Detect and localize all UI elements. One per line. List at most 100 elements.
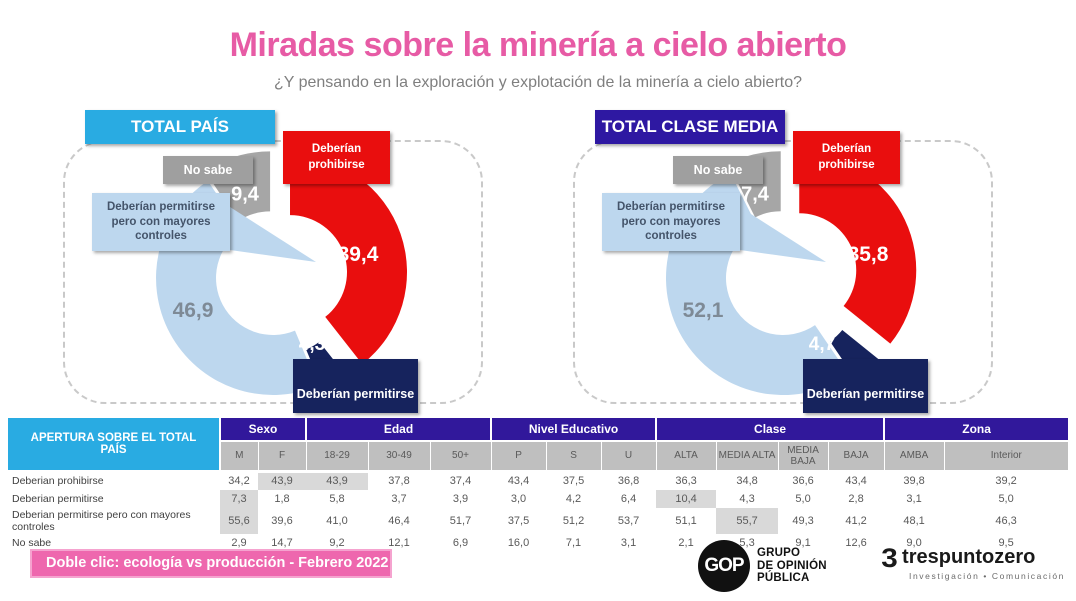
table-cell: 9,2 [329, 536, 345, 549]
table-cell: 34,2 [228, 475, 250, 488]
table-cell: 41,2 [845, 514, 867, 527]
dashed-frame [573, 140, 993, 404]
table-cell: 2,1 [678, 536, 694, 549]
value-controles: 52,1 [682, 299, 724, 322]
label-deberian-permitirse: Deberían permitirse [293, 359, 418, 413]
row-label: No sabe [12, 536, 52, 549]
table-cell: 5,8 [329, 492, 345, 505]
table-cell: 14,7 [271, 536, 293, 549]
table-cell: 43,9 [258, 471, 306, 490]
table-cell: 12,6 [845, 536, 867, 549]
table-cell: 10,4 [656, 489, 717, 508]
column-header-30-49: 30-49 [367, 440, 430, 472]
table-cell: 46,3 [995, 514, 1017, 527]
table-cell: 51,1 [675, 514, 697, 527]
trespuntozero-logo: 3 trespuntozero Investigación • Comunica… [881, 543, 1065, 581]
column-header-baja: BAJA [827, 440, 885, 472]
value-prohibirse: 35,8 [847, 243, 889, 266]
gop-logo: GOP GRUPO DE OPINIÓN PÚBLICA [698, 540, 827, 592]
row-label: Deberian permitirse pero con mayores con… [12, 508, 191, 533]
table-row: Deberian permitirse pero con mayores con… [8, 507, 1068, 534]
column-header-p: P [490, 440, 547, 472]
table-cell: 3,1 [906, 492, 922, 505]
table-cell: 5,0 [998, 492, 1014, 505]
table-cell: 39,6 [271, 514, 293, 527]
value-permitirse: 4,3 [298, 334, 326, 355]
column-header-50+: 50+ [429, 440, 492, 472]
footer-banner: Doble clic: ecología vs producción - Feb… [30, 549, 392, 578]
gop-line-2: DE OPINIÓN [757, 559, 827, 572]
dashed-frame [63, 140, 483, 404]
table-cell: 12,1 [388, 536, 410, 549]
table-cell: 36,3 [675, 475, 697, 488]
table-cell: 36,6 [792, 475, 814, 488]
table-cell: 53,7 [617, 514, 640, 527]
page-title: Miradas sobre la minería a cielo abierto [229, 26, 847, 64]
crosstab-table-wrap: APERTURA SOBRE EL TOTAL PAÍS Sexo Edad Nive… [8, 418, 1069, 552]
table-cell: 43,4 [507, 475, 530, 488]
table-cell: 3,0 [510, 492, 527, 505]
table-cell: 48,1 [903, 514, 925, 527]
table-cell: 41,0 [326, 514, 348, 527]
table-cell: 1,8 [274, 492, 290, 505]
table-cell: 43,9 [306, 471, 368, 490]
column-header-alta: ALTA [655, 440, 717, 472]
trespuntozero-name: trespuntozero [902, 546, 1036, 568]
table-cell: 5,3 [739, 536, 755, 549]
table-cell: 7,1 [565, 536, 582, 549]
chart-panel-total-clase-media: Deberían permitirse pero con mayores con… [573, 110, 993, 415]
table-cell: 9,5 [998, 536, 1014, 549]
table-cell: 55,6 [220, 507, 258, 534]
table-cell: 4,2 [565, 492, 582, 505]
gop-logo-text: GRUPO DE OPINIÓN PÚBLICA [757, 547, 827, 585]
page-subtitle: ¿Y pensando en la exploración y explotac… [273, 74, 803, 91]
table-cell: 39,2 [995, 475, 1017, 488]
table-cell: 37,4 [449, 475, 472, 488]
gop-line-3: PÚBLICA [757, 572, 810, 585]
label-deberian-prohibirse: Deberían prohibirse [283, 131, 390, 184]
table-corner-header: APERTURA SOBRE EL TOTAL PAÍS [8, 418, 221, 472]
table-row: Deberian prohibirse 34,2 43,9 43,9 37,8 37,4 4… [8, 471, 1068, 490]
table-cell: 37,5 [507, 514, 530, 527]
table-cell: 34,8 [736, 475, 758, 488]
trespuntozero-numeral-icon: 3 [881, 543, 898, 573]
table-cell: 49,3 [792, 514, 814, 527]
value-no-sabe: 7,4 [741, 183, 769, 206]
value-controles: 46,9 [172, 299, 214, 322]
label-no-sabe: No sabe [673, 156, 763, 184]
table-cell: 3,1 [620, 536, 637, 549]
label-permitirse-con-controles: Deberían permitirse pero con mayores con… [92, 193, 230, 251]
column-header-media-baja: MEDIA BAJA [777, 440, 829, 472]
table-row: No sabe 2,9 14,7 9,2 12,1 6,9 16,0 7,1 3,1 2,1 5,3… [8, 534, 1068, 552]
column-header-amba: AMBA [883, 440, 945, 472]
crosstab-table: APERTURA SOBRE EL TOTAL PAÍS Sexo Edad Nive… [8, 418, 1069, 552]
table-cell: 51,2 [562, 514, 585, 527]
label-no-sabe: No sabe [163, 156, 253, 184]
table-cell: 4,3 [739, 492, 755, 505]
column-header-s: S [545, 440, 602, 472]
chart-title-total-pais: TOTAL PAÍS [85, 110, 275, 144]
label-permitirse-con-controles: Deberían permitirse pero con mayores con… [602, 193, 740, 251]
group-header-sexo: Sexo [219, 418, 306, 441]
table-cell: 3,9 [452, 492, 469, 505]
table-cell: 16,0 [507, 536, 530, 549]
table-cell: 39,8 [903, 475, 925, 488]
value-prohibirse: 39,4 [337, 243, 379, 266]
column-header-f: F [257, 440, 306, 472]
group-header-nivel-educativo: Nivel Educativo [490, 418, 657, 441]
table-cell: 9,0 [906, 536, 922, 549]
table-cell: 36,8 [617, 475, 640, 488]
row-label: Deberian permitirse [12, 492, 104, 505]
column-header-m: M [219, 440, 258, 472]
group-header-edad: Edad [304, 418, 492, 441]
group-header-zona: Zona [883, 418, 1069, 441]
column-header-18-29: 18-29 [305, 440, 368, 472]
table-cell: 7,3 [220, 489, 258, 508]
table-row: Deberian permitirse 7,3 1,8 5,8 3,7 3,9 3,0 4,2… [8, 489, 1068, 508]
table-cell: 55,7 [716, 507, 779, 534]
table-cell: 43,4 [845, 475, 867, 488]
table-cell: 9,1 [795, 536, 811, 549]
value-permitirse: 4,7 [808, 334, 836, 355]
table-cell: 3,7 [391, 492, 407, 505]
